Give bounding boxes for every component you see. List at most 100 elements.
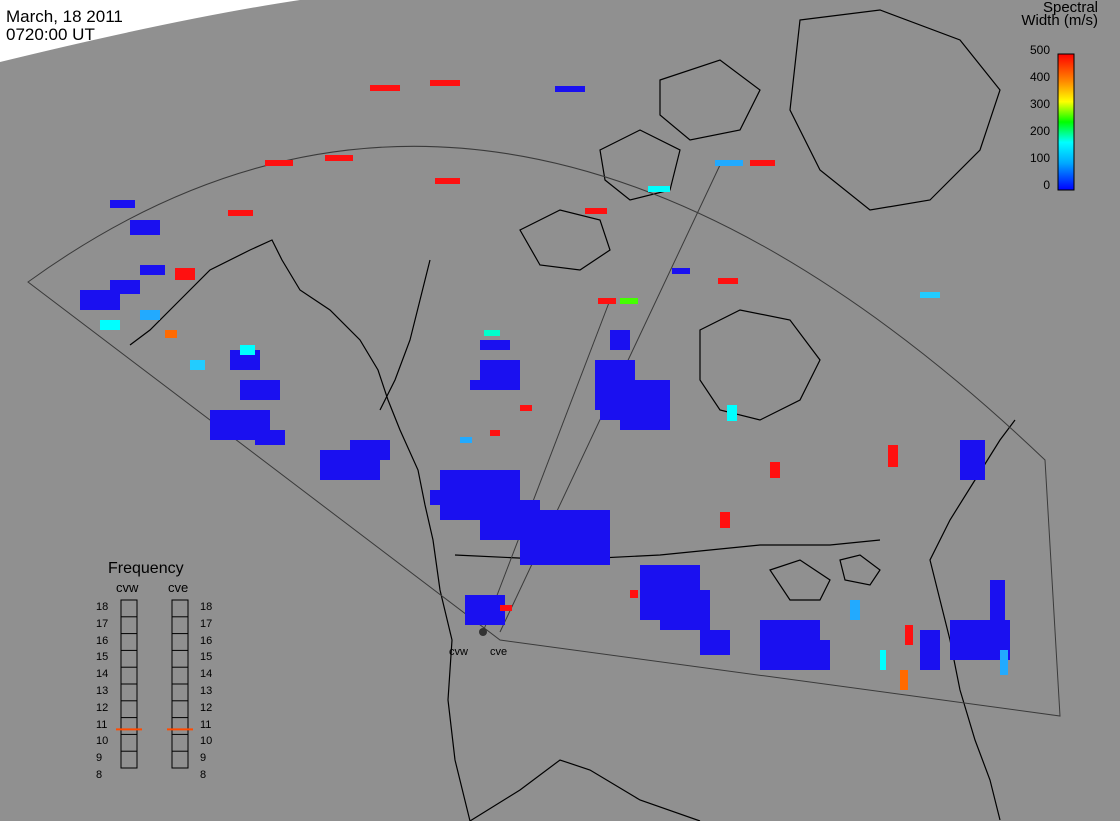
frequency-scale-label: 9	[200, 752, 207, 765]
frequency-scale-label: 12	[200, 701, 213, 714]
frequency-title: Frequency	[108, 560, 184, 577]
scatter-cell	[718, 278, 738, 284]
scatter-cell	[370, 85, 400, 91]
scatter-cell	[790, 640, 830, 670]
frequency-scale-label: 16	[200, 634, 213, 647]
frequency-scale-label: 13	[96, 685, 109, 697]
colorbar	[1057, 53, 1075, 191]
scatter-cell	[990, 580, 1005, 620]
scatter-cell	[850, 600, 860, 620]
frequency-scale-label: 13	[200, 685, 213, 697]
frequency-scale-label: 11	[200, 718, 212, 731]
scatter-cell	[960, 440, 985, 480]
scatter-cell	[500, 605, 512, 611]
scatter-cell	[715, 160, 743, 166]
scatter-cell	[648, 186, 670, 192]
scatter-cell	[900, 670, 908, 690]
scatter-cells	[80, 80, 1010, 690]
scatter-cell	[255, 430, 285, 445]
frequency-scale-label: 14	[96, 668, 109, 681]
frequency-scale-label: 17	[96, 617, 109, 630]
scatter-cell	[598, 298, 616, 304]
frequency-scale-label: 10	[200, 735, 213, 748]
scatter-cell	[700, 630, 730, 655]
frequency-scale-label: 15	[96, 651, 109, 664]
scatter-cell	[435, 178, 460, 184]
colorbar-tick: 500	[1029, 43, 1050, 57]
frequency-scale-label: 11	[96, 718, 108, 731]
frequency-scale-label: 10	[96, 735, 109, 748]
frequency-scale-label: 15	[200, 651, 213, 664]
daylight-region	[0, 0, 300, 62]
colorbar-tick: 100	[1029, 151, 1050, 165]
scatter-cell	[905, 625, 913, 645]
colorbar-tick: 300	[1029, 97, 1050, 111]
scatter-cell	[240, 380, 280, 400]
scatter-cell	[888, 445, 898, 467]
scatter-cell	[1000, 650, 1008, 675]
time-label: 0720:00 UT	[6, 25, 95, 44]
frequency-scale-label: 14	[200, 668, 213, 681]
frequency-scale-label: 9	[96, 752, 103, 765]
frequency-scale-label: 17	[200, 617, 213, 630]
scatter-cell	[140, 265, 165, 275]
scatter-cell	[770, 462, 780, 478]
colorbar-title-line2: Width (m/s)	[1021, 12, 1098, 29]
radar-site-marker	[479, 628, 487, 636]
scatter-cell	[630, 590, 638, 598]
scatter-cell	[460, 437, 472, 443]
scatter-cell	[110, 280, 140, 294]
scatter-cell	[490, 430, 500, 436]
colorbar-tick: 0	[1043, 178, 1050, 192]
frequency-radar-cvw: cvw	[116, 580, 139, 595]
site-label-cvw: cvw	[449, 646, 468, 658]
scatter-cell	[325, 155, 353, 161]
scatter-cell	[140, 310, 160, 320]
scatter-cell	[465, 595, 505, 625]
scatter-cell	[920, 292, 940, 298]
frequency-scale-label: 8	[200, 769, 207, 781]
date-label: March, 18 2011	[6, 7, 123, 26]
colorbar-tick: 200	[1029, 124, 1050, 138]
scatter-cell	[80, 290, 120, 310]
scatter-cell	[672, 268, 690, 274]
scatter-cell	[920, 630, 940, 670]
scatter-cell	[190, 360, 205, 370]
scatter-cell	[555, 86, 585, 92]
scatter-cell	[110, 200, 135, 208]
scatter-cell	[727, 405, 737, 421]
scatter-cell	[585, 208, 607, 214]
scatter-cell	[165, 330, 177, 338]
scatter-cell	[480, 340, 510, 350]
scatter-cell	[600, 380, 670, 420]
scatter-cell	[610, 330, 630, 350]
scatter-cell	[175, 268, 195, 280]
scatter-cell	[620, 298, 638, 304]
scatter-cell	[720, 512, 730, 528]
scatter-cell	[660, 590, 710, 630]
scatter-cell	[470, 380, 490, 390]
frequency-scale-label: 16	[96, 634, 109, 647]
scatter-cell	[430, 80, 460, 86]
scatter-cell	[484, 330, 500, 336]
scatter-cell	[520, 405, 532, 411]
scatter-cell	[430, 490, 450, 505]
frequency-scale-label: 12	[96, 701, 109, 714]
frequency-scale-label: 18	[96, 601, 109, 613]
scatter-cell	[265, 160, 293, 166]
frequency-scale-label: 8	[96, 769, 103, 781]
frequency-scale-label: 18	[200, 601, 213, 613]
frequency-radar-cve: cve	[168, 580, 189, 595]
scatter-cell	[570, 520, 610, 550]
colorbar-tick: 400	[1029, 70, 1050, 84]
scatter-cell	[880, 650, 886, 670]
scatter-cell	[750, 160, 775, 166]
scatter-cell	[350, 440, 390, 460]
scatter-cell	[130, 220, 160, 235]
site-label-cve: cve	[490, 646, 508, 658]
scatter-cell	[100, 320, 120, 330]
scatter-cell	[240, 345, 255, 355]
scatter-cell	[228, 210, 253, 216]
colorbar-title-line1: Spectral	[1042, 0, 1098, 16]
